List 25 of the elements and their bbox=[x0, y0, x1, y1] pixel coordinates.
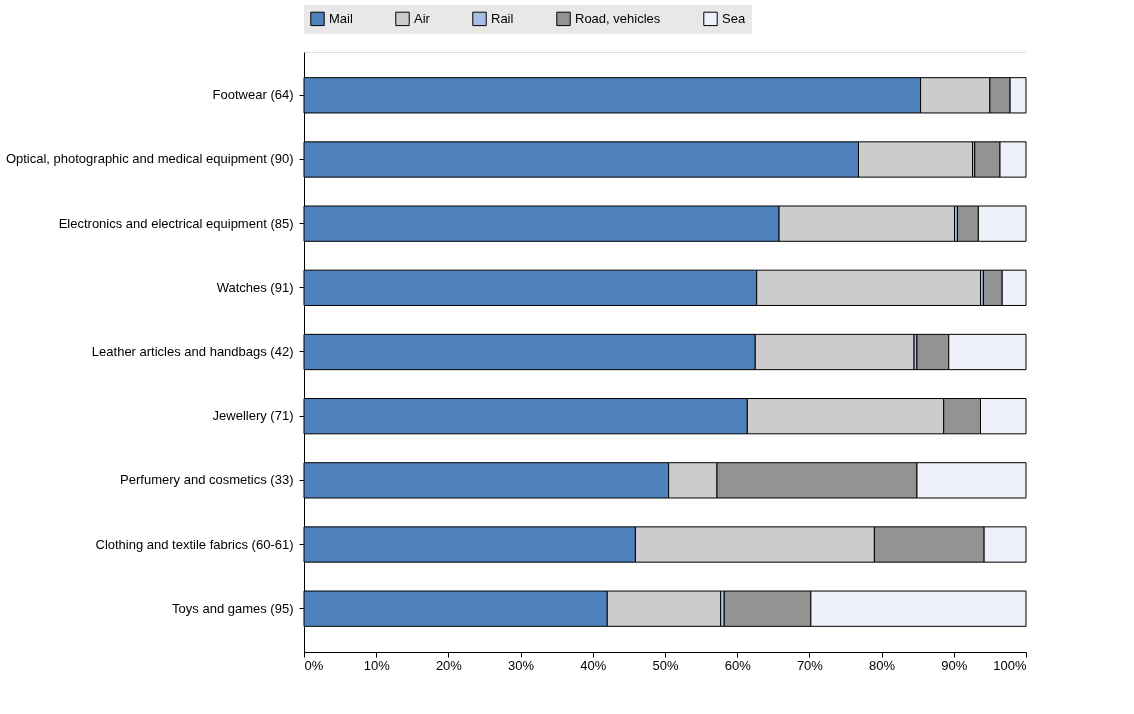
y-tick-label: Optical, photographic and medical equipment (90) bbox=[5, 151, 294, 167]
legend-label: Rail bbox=[491, 10, 514, 26]
y-tick-label: Perfumery and cosmetics (33) bbox=[120, 472, 294, 488]
legend-label: Mail bbox=[329, 10, 353, 26]
x-tick-label: 80% bbox=[869, 657, 896, 673]
legend-label: Road, vehicles bbox=[575, 10, 661, 26]
x-tick-label: 30% bbox=[508, 657, 535, 673]
x-tick-label: 90% bbox=[941, 657, 968, 673]
x-tick-label: 60% bbox=[724, 657, 752, 673]
x-tick-label: 0% bbox=[304, 657, 324, 673]
y-tick-label: Clothing and textile fabrics (60-61) bbox=[95, 536, 294, 552]
y-tick-label: Toys and games (95) bbox=[172, 600, 294, 616]
x-tick-label: 100% bbox=[993, 657, 1027, 673]
y-tick-label: Jewellery (71) bbox=[212, 408, 294, 424]
x-tick-label: 40% bbox=[580, 657, 607, 673]
y-tick-label: Footwear (64) bbox=[212, 87, 294, 103]
x-tick-label: 20% bbox=[435, 657, 463, 673]
x-tick-label: 10% bbox=[363, 657, 391, 673]
x-tick-label: 50% bbox=[652, 657, 679, 673]
x-tick-label: 70% bbox=[796, 657, 824, 673]
legend-label: Sea bbox=[722, 10, 746, 26]
legend-label: Air bbox=[414, 10, 431, 26]
y-tick-label: Leather articles and handbags (42) bbox=[91, 344, 294, 359]
y-tick-label: Electronics and electrical equipment (85) bbox=[58, 215, 294, 231]
y-tick-label: Watches (91) bbox=[216, 279, 294, 295]
